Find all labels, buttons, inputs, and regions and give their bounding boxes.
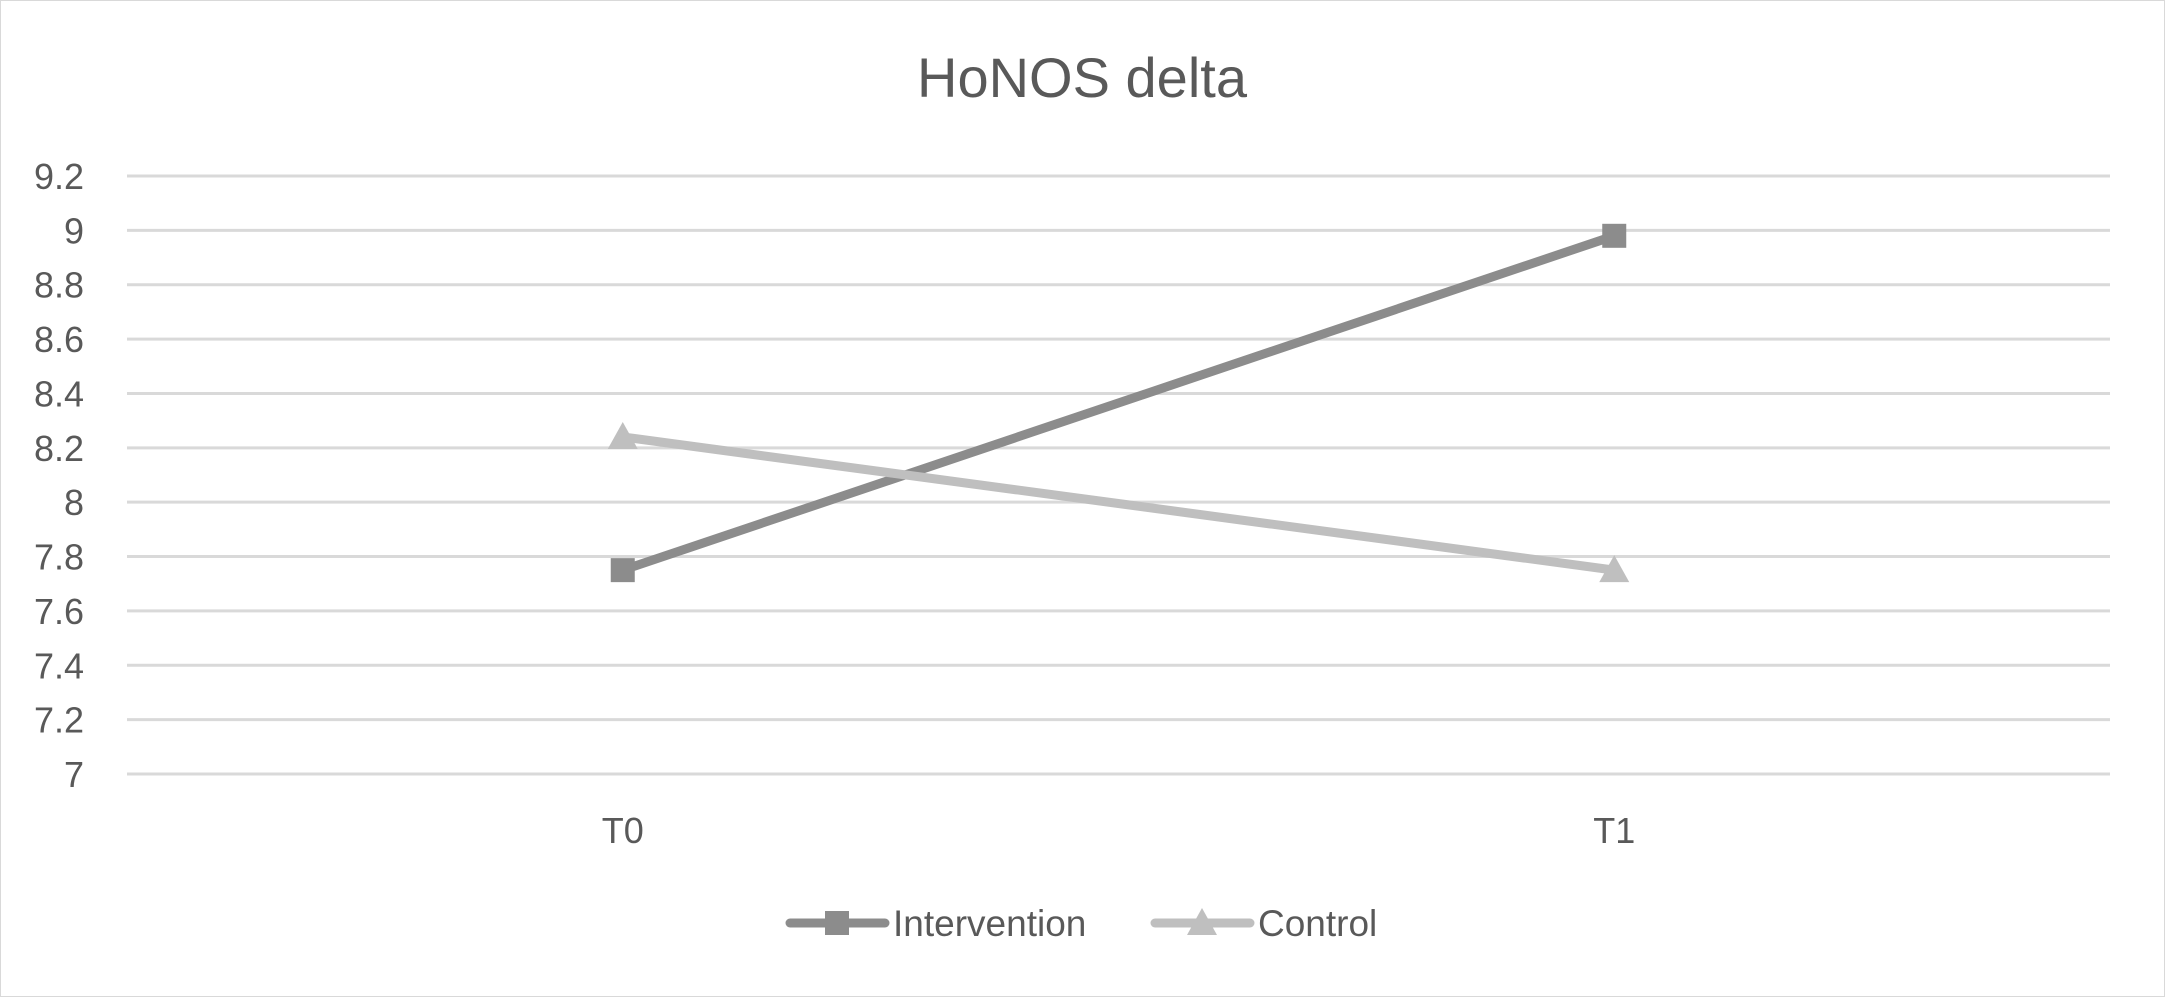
series-line — [618, 231, 1619, 575]
y-tick-label: 8.6 — [34, 319, 84, 360]
x-tick-label: T1 — [1593, 810, 1635, 851]
legend-marker-triangle — [1187, 908, 1217, 935]
y-tick-label: 9.2 — [34, 156, 84, 197]
series-intervention — [610, 223, 1627, 583]
legend-item-intervention: Intervention — [785, 903, 1086, 944]
y-tick-label: 7.6 — [34, 591, 84, 632]
y-tick-label: 7.4 — [34, 645, 84, 686]
chart-title: HoNOS delta — [917, 46, 1248, 109]
y-tick-label: 7.8 — [34, 537, 84, 578]
y-tick-label: 7 — [64, 754, 84, 795]
y-tick-label: 9 — [64, 210, 84, 251]
data-point-square — [1602, 223, 1627, 248]
y-tick-label: 8.8 — [34, 265, 84, 306]
legend-label: Intervention — [893, 903, 1086, 944]
y-tick-label: 8.4 — [34, 373, 84, 414]
series-control — [607, 421, 1630, 583]
x-tick-label: T0 — [602, 810, 644, 851]
y-axis-tick-labels: 7 7.2 7.4 7.6 7.8 8 8.2 8.4 8.6 8.8 9 9.2 — [34, 156, 84, 795]
series-line — [618, 432, 1619, 575]
data-point-triangle — [1599, 555, 1630, 583]
legend-label: Control — [1258, 903, 1377, 944]
y-tick-label: 7.2 — [34, 700, 84, 741]
legend-marker-square — [825, 911, 849, 935]
x-axis-tick-labels: T0 T1 — [602, 810, 1636, 851]
y-tick-label: 8.2 — [34, 428, 84, 469]
legend: Intervention Control — [785, 903, 1377, 944]
data-point-square — [610, 558, 635, 583]
legend-item-control: Control — [1150, 903, 1377, 944]
gridlines — [127, 174, 2110, 776]
series-layer — [607, 223, 1630, 583]
data-point-triangle — [607, 421, 638, 449]
y-tick-label: 8 — [64, 482, 84, 523]
